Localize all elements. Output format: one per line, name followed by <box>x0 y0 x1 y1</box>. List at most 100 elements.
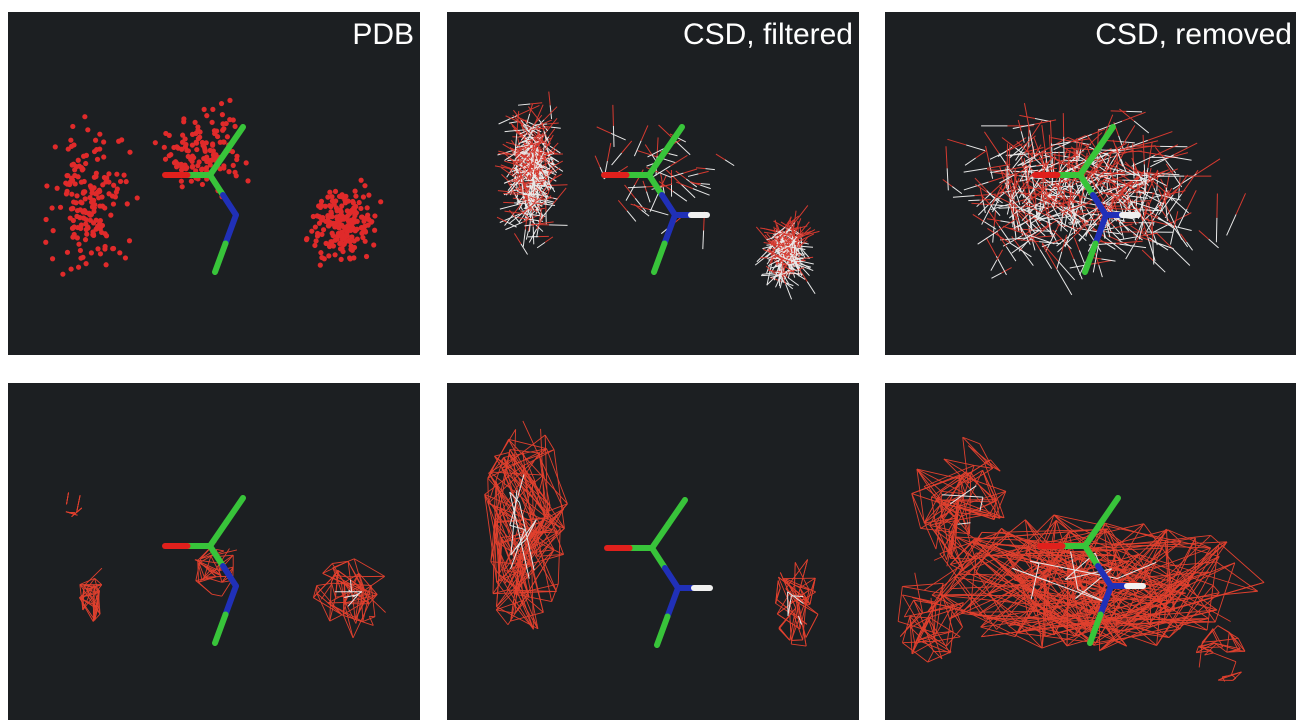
contact-stick <box>1217 193 1218 217</box>
contact-dot <box>227 98 232 103</box>
contact-dot <box>211 152 216 157</box>
contact-dot <box>73 200 78 205</box>
contact-dot <box>102 231 107 236</box>
panel-label: PDB <box>352 18 414 51</box>
contact-dot <box>121 173 126 178</box>
contact-dot <box>319 199 324 204</box>
contact-dot <box>114 172 119 177</box>
density-mesh <box>791 640 802 641</box>
contact-dot <box>66 146 71 151</box>
contact-dot <box>77 215 82 220</box>
contact-dot <box>328 241 333 246</box>
contact-stick <box>701 184 710 185</box>
contact-dot <box>70 226 75 231</box>
panel-label: CSD, filtered <box>683 18 853 51</box>
contact-dot <box>372 228 377 233</box>
contact-dot <box>359 225 364 230</box>
contact-dot <box>108 213 113 218</box>
contact-dot <box>162 145 167 150</box>
contact-dot <box>234 157 239 162</box>
contact-dot <box>313 224 318 229</box>
contact-dot <box>319 232 324 237</box>
contact-dot <box>79 180 84 185</box>
contact-dot <box>84 227 89 232</box>
contact-dot <box>358 206 363 211</box>
contact-dot <box>350 225 355 230</box>
contact-dot <box>360 215 365 220</box>
contact-dot <box>172 160 177 165</box>
contact-dot <box>357 200 362 205</box>
contact-dot <box>127 150 132 155</box>
contact-dot <box>231 117 236 122</box>
contact-dot <box>114 190 119 195</box>
contact-dot <box>104 175 109 180</box>
contact-dot <box>221 126 226 131</box>
contact-dot <box>95 157 100 162</box>
contact-dot <box>43 240 48 245</box>
contact-dot <box>326 253 331 258</box>
contact-dot <box>333 189 338 194</box>
contact-dot <box>101 154 106 159</box>
contact-dot <box>74 193 79 198</box>
contact-dot <box>167 133 172 138</box>
contact-dot <box>94 218 99 223</box>
contact-dot <box>92 185 97 190</box>
contact-dot <box>194 147 199 152</box>
contact-dot <box>346 218 351 223</box>
contact-dot <box>111 201 116 206</box>
page: PDB CSD, filtered CSD, removed (() => { … <box>0 0 1296 720</box>
contact-dot <box>352 218 357 223</box>
contact-dot <box>323 204 328 209</box>
contact-dot <box>153 140 158 145</box>
contact-dot <box>219 101 224 106</box>
contact-dot <box>210 120 215 125</box>
contact-dot <box>339 257 344 262</box>
contact-dot <box>76 265 81 270</box>
contact-dot <box>117 250 122 255</box>
contact-dot <box>329 194 334 199</box>
contact-dot <box>76 158 81 163</box>
contact-dot <box>202 107 207 112</box>
contact-dot <box>71 142 76 147</box>
contact-dot <box>87 211 92 216</box>
contact-dot <box>76 174 81 179</box>
contact-stick <box>968 200 979 201</box>
contact-dot <box>214 128 219 133</box>
contact-dot <box>339 212 344 217</box>
contact-dot <box>378 199 383 204</box>
contact-dot <box>369 220 374 225</box>
contact-dot <box>94 227 99 232</box>
contact-dot <box>60 272 65 277</box>
contact-dot <box>209 158 214 163</box>
contact-dot <box>197 135 202 140</box>
contact-dot <box>43 217 48 222</box>
contact-dot <box>327 203 332 208</box>
contact-dot <box>204 113 209 118</box>
contact-dot <box>321 227 326 232</box>
panel-label: CSD, removed <box>1095 18 1292 51</box>
contact-dot <box>100 204 105 209</box>
contact-dot <box>332 252 337 257</box>
contact-dot <box>111 246 116 251</box>
contact-dot <box>65 173 70 178</box>
contact-dot <box>188 157 193 162</box>
contact-dot <box>337 224 342 229</box>
contact-dot <box>331 233 336 238</box>
contact-dot <box>83 161 88 166</box>
contact-dot <box>89 250 94 255</box>
contact-dot <box>116 139 121 144</box>
contact-dot <box>190 132 195 137</box>
contact-dot <box>366 193 371 198</box>
contact-stick <box>1133 143 1134 161</box>
contact-dot <box>193 120 198 125</box>
contact-dot <box>81 209 86 214</box>
contact-dot <box>98 251 103 256</box>
contact-dot <box>97 132 102 137</box>
contact-dot <box>361 194 366 199</box>
contact-dot <box>84 232 89 237</box>
contact-dot <box>179 167 184 172</box>
contact-dot <box>124 179 129 184</box>
contact-dot <box>78 226 83 231</box>
contact-dot <box>197 159 202 164</box>
contact-dot <box>315 233 320 238</box>
